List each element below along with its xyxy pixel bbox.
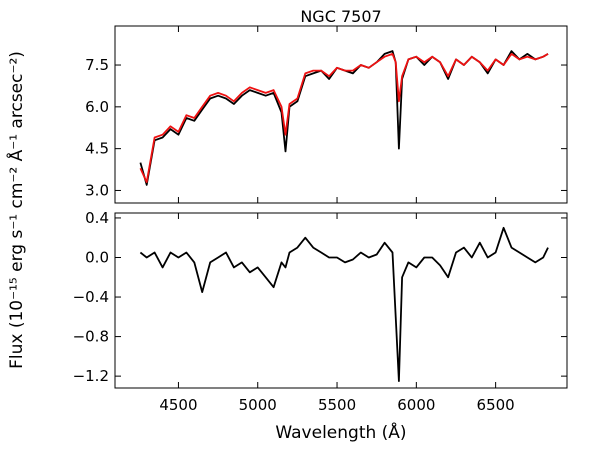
axes-frame bbox=[114, 212, 568, 389]
data-line bbox=[139, 53, 549, 183]
x-tick-label: 5000 bbox=[239, 396, 277, 414]
x-tick-label: 5500 bbox=[318, 396, 356, 414]
x-tick-label: 6500 bbox=[477, 396, 515, 414]
y-tick-label: −0.8 bbox=[73, 328, 109, 346]
y-tick-label: 0.4 bbox=[85, 209, 109, 227]
y-axis-label: Flux (10⁻¹⁵ erg s⁻¹ cm⁻² Å⁻¹ arcsec⁻²) bbox=[5, 51, 27, 369]
y-tick-label: −1.2 bbox=[73, 367, 109, 385]
y-tick-label: 0.0 bbox=[85, 248, 109, 266]
x-axis-label: Wavelength (Å) bbox=[275, 421, 406, 443]
chart-title: NGC 7507 bbox=[300, 7, 381, 26]
y-tick-label: 6.0 bbox=[85, 98, 109, 116]
y-tick-label: 7.5 bbox=[85, 56, 109, 74]
y-tick-label: 3.0 bbox=[85, 181, 109, 199]
y-tick-label: 4.5 bbox=[85, 140, 109, 158]
x-tick-label: 4500 bbox=[159, 396, 197, 414]
y-tick-label: −0.4 bbox=[73, 288, 109, 306]
data-line bbox=[139, 226, 549, 382]
x-tick-label: 6000 bbox=[397, 396, 435, 414]
axes-frame bbox=[114, 25, 568, 204]
